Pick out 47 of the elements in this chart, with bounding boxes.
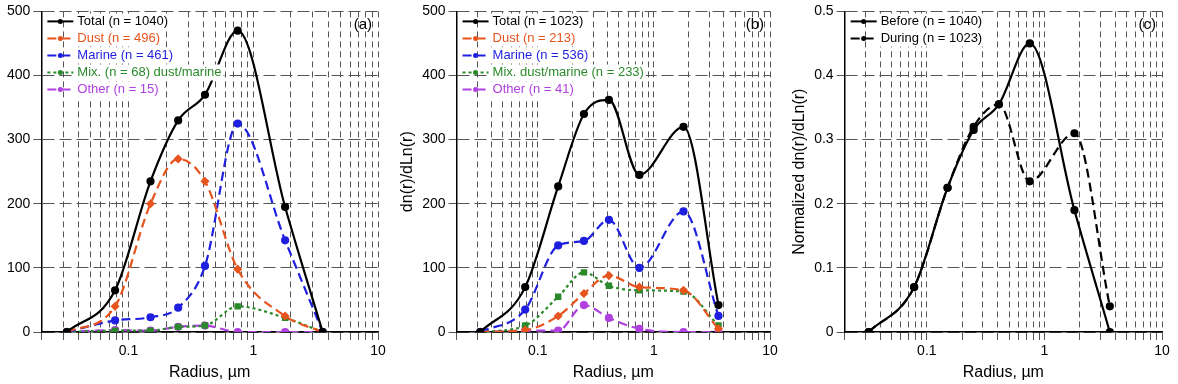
x-axis-title: Radius, µm <box>962 362 1044 380</box>
legend-label: Total (n = 1023) <box>492 12 584 28</box>
legend-label: Before (n = 1040) <box>880 12 983 28</box>
legend-label: Other (n = 41) <box>492 80 574 96</box>
y-axis-title: dn(r)/dLn(r) <box>398 131 416 213</box>
legend-label: Mix. dust/marine (n = 233) <box>492 63 644 79</box>
y-tick-label: 0 <box>22 322 31 339</box>
legend-label: Mix. (n = 68) dust/marine <box>77 63 222 79</box>
x-tick-label: 0.1 <box>528 342 548 359</box>
legend-label: Dust (n = 496) <box>77 29 161 45</box>
y-tick-label: 200 <box>7 194 31 211</box>
y-tick-label: 100 <box>422 258 446 275</box>
legend-label: During (n = 1023) <box>880 29 983 45</box>
x-axis-title: Radius, µm <box>572 362 654 380</box>
annotation: (b) <box>745 15 764 33</box>
y-tick-label: 300 <box>7 130 31 147</box>
legend-label: Marine (n = 536) <box>492 46 589 62</box>
y-tick-label: 0.2 <box>814 194 834 211</box>
legend-label: Total (n = 1040) <box>77 12 169 28</box>
x-tick-label: 1 <box>1040 342 1049 359</box>
y-tick-label: 400 <box>7 66 31 83</box>
legend-label: Marine (n = 461) <box>77 46 174 62</box>
y-tick-label: 400 <box>422 66 446 83</box>
legend-label: Dust (n = 213) <box>492 29 576 45</box>
y-tick-label: 0.1 <box>814 258 834 275</box>
legend-label: Other (n = 15) <box>77 80 159 96</box>
y-tick-label: 0.3 <box>814 130 834 147</box>
x-tick-label: 0.1 <box>917 342 937 359</box>
y-tick-label: 500 <box>7 2 31 19</box>
y-tick-label: 0.5 <box>814 2 834 19</box>
annotation: (c) <box>1138 15 1156 33</box>
x-tick-label: 1 <box>649 342 658 359</box>
x-tick-label: 10 <box>370 342 386 359</box>
x-axis-title: Radius, µm <box>169 362 251 380</box>
annotation: (a) <box>353 15 372 33</box>
y-tick-label: 0 <box>437 322 446 339</box>
y-axis-title: Normalized dn(r)/dLn(r) <box>790 88 808 255</box>
x-tick-label: 1 <box>249 342 258 359</box>
y-tick-label: 0.4 <box>814 66 834 83</box>
y-tick-label: 100 <box>7 258 31 275</box>
x-tick-label: 0.1 <box>118 342 139 359</box>
x-tick-label: 10 <box>1154 342 1170 359</box>
y-tick-label: 300 <box>422 130 446 147</box>
y-tick-label: 200 <box>422 194 446 211</box>
x-tick-label: 10 <box>762 342 778 359</box>
y-tick-label: 0 <box>825 322 834 339</box>
y-tick-label: 500 <box>422 2 446 19</box>
